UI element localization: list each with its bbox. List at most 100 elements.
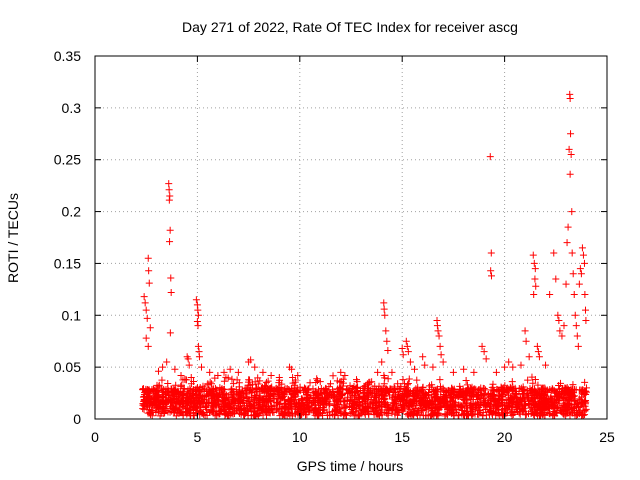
data-point	[391, 410, 399, 418]
data-point	[166, 329, 174, 337]
data-point	[305, 408, 313, 416]
data-point	[293, 385, 301, 393]
data-point	[427, 404, 435, 412]
data-point	[550, 386, 558, 394]
data-point	[519, 405, 527, 413]
data-point	[166, 226, 174, 234]
data-point	[560, 322, 568, 330]
data-point	[178, 402, 186, 410]
data-point	[403, 384, 411, 392]
data-point	[581, 291, 589, 299]
data-point	[381, 386, 389, 394]
data-point	[556, 327, 564, 335]
data-point	[399, 376, 407, 384]
data-point	[140, 392, 148, 400]
data-point	[433, 322, 441, 330]
data-point	[528, 373, 536, 381]
data-point	[155, 405, 163, 413]
data-point	[467, 396, 475, 404]
data-point	[269, 408, 277, 416]
data-point	[339, 386, 347, 394]
data-point	[426, 412, 434, 420]
data-point	[292, 402, 300, 410]
data-point	[535, 391, 543, 399]
data-point	[546, 291, 554, 299]
data-point	[185, 361, 193, 369]
data-point	[264, 377, 272, 385]
data-point	[195, 353, 203, 361]
data-point	[435, 332, 443, 340]
data-point	[454, 391, 462, 399]
data-point	[180, 403, 188, 411]
data-point	[274, 399, 282, 407]
data-point	[148, 412, 156, 420]
data-point	[326, 412, 334, 420]
data-point	[202, 393, 210, 401]
data-point	[428, 381, 436, 389]
data-point	[434, 388, 442, 396]
data-point	[332, 398, 340, 406]
data-point	[220, 368, 228, 376]
data-point	[487, 390, 495, 398]
data-point	[552, 405, 560, 413]
data-point	[549, 385, 557, 393]
data-point	[329, 372, 337, 380]
data-point	[194, 311, 202, 319]
data-point	[569, 270, 577, 278]
data-point	[326, 400, 334, 408]
data-point	[564, 223, 572, 231]
data-point	[555, 316, 563, 324]
data-point	[568, 208, 576, 216]
data-point	[167, 399, 175, 407]
data-point	[380, 372, 388, 380]
data-point	[529, 251, 537, 259]
data-point	[220, 377, 228, 385]
axis-ticks	[94, 55, 608, 420]
data-point	[436, 376, 444, 384]
data-point	[485, 394, 493, 402]
data-point	[321, 391, 329, 399]
data-point	[294, 371, 302, 379]
data-point	[144, 342, 152, 350]
data-point	[493, 402, 501, 410]
data-point	[149, 399, 157, 407]
data-point	[159, 399, 167, 407]
data-point	[413, 376, 421, 384]
data-point	[385, 388, 393, 396]
data-point	[258, 402, 266, 410]
data-point	[487, 400, 495, 408]
x-axis-title: GPS time / hours	[297, 458, 404, 474]
data-point	[434, 409, 442, 417]
data-point	[231, 409, 239, 417]
data-point	[193, 406, 201, 414]
data-point	[183, 410, 191, 418]
data-point	[237, 398, 245, 406]
data-point	[490, 407, 498, 415]
data-point	[232, 405, 240, 413]
data-point	[542, 388, 550, 396]
data-point	[339, 411, 347, 419]
data-point	[562, 405, 570, 413]
data-point	[583, 384, 591, 392]
data-point	[213, 412, 221, 420]
data-point	[327, 380, 335, 388]
data-point	[166, 398, 174, 406]
data-point	[571, 397, 579, 405]
data-point	[190, 412, 198, 420]
data-point	[425, 385, 433, 393]
data-point	[222, 373, 230, 381]
data-point	[576, 386, 584, 394]
data-point	[261, 399, 269, 407]
data-point	[480, 399, 488, 407]
data-point	[579, 251, 587, 259]
data-point	[140, 293, 148, 301]
y-tick-label: 0	[73, 411, 81, 427]
data-point	[224, 412, 232, 420]
data-point	[145, 267, 153, 275]
data-point	[230, 397, 238, 405]
data-point	[254, 380, 262, 388]
data-point	[575, 408, 583, 416]
data-point	[407, 388, 415, 396]
data-point	[319, 409, 327, 417]
data-point	[163, 358, 171, 366]
